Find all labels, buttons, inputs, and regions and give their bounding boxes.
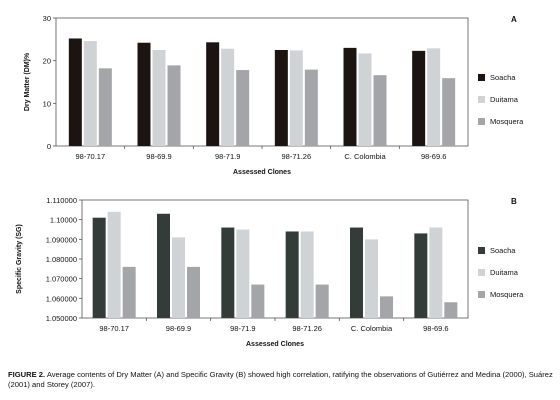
- chart-b-bar: [157, 213, 170, 318]
- chart-a-y-axis-label: Dry Matter (DM)%: [24, 52, 31, 111]
- chart-b-bar: [380, 296, 393, 318]
- chart-panel-a: 0 10 20 30 98-70.17 98-69.9 98-71.9 98-71.26 C. …: [0, 0, 560, 190]
- chart-b-legend-label: Soacha: [490, 246, 516, 255]
- chart-b-plot-frame: [81, 199, 469, 319]
- chart-b-bar: [285, 231, 299, 318]
- chart-a-y-tick-label: 30: [43, 14, 51, 23]
- chart-b-bar: [414, 233, 428, 318]
- chart-b-y-tick-label: 1.10000: [50, 216, 77, 225]
- chart-a-bar: [427, 48, 441, 146]
- chart-b-bar: [172, 237, 185, 318]
- chart-a-bar: [137, 42, 151, 146]
- chart-a-bar: [304, 69, 318, 146]
- chart-b-bar: [300, 231, 314, 318]
- chart-b-bar: [107, 211, 121, 318]
- chart-b-bar: [365, 239, 378, 318]
- chart-b-bar: [429, 227, 443, 318]
- caption-label: FIGURE 2.: [8, 370, 46, 379]
- chart-a-bar: [412, 50, 426, 146]
- chart-a-bar: [289, 50, 303, 146]
- chart-a-bar: [206, 42, 220, 146]
- chart-b-bar: [251, 284, 265, 318]
- chart-a-legend-label: Soacha: [490, 73, 516, 82]
- chart-b-y-tick-label: 1.090000: [46, 235, 77, 244]
- chart-a-bar: [236, 70, 250, 146]
- chart-b-y-tick-label: 1.070000: [46, 275, 77, 284]
- chart-b-x-tick-label: 98-71.9: [230, 324, 255, 333]
- chart-a-y-tick-label: 20: [43, 57, 51, 66]
- chart-a-bar: [83, 41, 97, 146]
- chart-a-legend-swatch: [478, 74, 485, 81]
- chart-a-plot-frame: [55, 17, 469, 147]
- chart-b-legend-label: Duitama: [490, 268, 519, 277]
- chart-b-y-axis-label: Specific Gravity (SG): [16, 224, 23, 294]
- chart-a-legend-swatch: [478, 96, 485, 103]
- chart-a-x-tick-label: 98-69.6: [421, 152, 446, 161]
- chart-a-bar: [221, 48, 235, 146]
- chart-b-x-tick-label: 98-69.9: [166, 324, 191, 333]
- chart-b-legend-swatch: [478, 247, 485, 254]
- chart-a-bar: [358, 53, 372, 147]
- chart-b-y-tick-label: 1.110000: [46, 196, 77, 205]
- chart-b-legend-label: Mosquera: [490, 290, 524, 299]
- chart-b-x-tick-label: 98-69.6: [423, 324, 448, 333]
- chart-a-y-tick-label: 10: [43, 99, 51, 108]
- chart-b-x-axis-label: Assessed Clones: [246, 341, 304, 348]
- chart-b-bar: [122, 266, 136, 318]
- chart-b-bar: [444, 302, 458, 318]
- chart-b-panel-label: B: [511, 197, 517, 206]
- chart-a-x-axis-label: Assessed Clones: [233, 169, 291, 176]
- chart-b-legend-swatch: [478, 269, 485, 276]
- chart-a-bar: [343, 47, 357, 146]
- chart-b-y-tick-label: 1.050000: [46, 314, 77, 323]
- chart-b-y-tick-label: 1.060000: [46, 294, 77, 303]
- chart-b-bar: [315, 284, 329, 318]
- chart-panel-b: 1.050000 1.060000 1.070000 1.080000 1.090000…: [0, 190, 560, 362]
- chart-b-x-tick-label: 98-70.17: [99, 324, 129, 333]
- chart-a-x-tick-label: 98-69.9: [146, 152, 171, 161]
- chart-b-bar: [236, 229, 250, 318]
- chart-a-x-tick-label: 98-71.26: [282, 152, 312, 161]
- chart-b-bar: [221, 227, 235, 318]
- chart-b-svg: 1.050000 1.060000 1.070000 1.080000 1.090000…: [16, 196, 524, 348]
- chart-b-y-tick-label: 1.080000: [46, 255, 77, 264]
- chart-a-bar: [442, 78, 456, 146]
- chart-a-panel-label: A: [511, 15, 517, 24]
- chart-a-bar: [68, 38, 82, 147]
- chart-b-bar: [92, 217, 106, 318]
- figure-caption: FIGURE 2. Average contents of Dry Matter…: [8, 370, 553, 390]
- chart-b-x-tick-label: 98-71.26: [292, 324, 322, 333]
- chart-a-x-tick-label: C. Colombia: [344, 152, 386, 161]
- chart-a-bar: [274, 50, 288, 146]
- chart-a-svg: 0 10 20 30 98-70.17 98-69.9 98-71.9 98-71.26 C. …: [24, 14, 524, 176]
- chart-a-y-tick-label: 0: [47, 142, 51, 151]
- chart-b-x-tick-label: C. Colombia: [351, 324, 393, 333]
- chart-b-legend-swatch: [478, 291, 485, 298]
- chart-a-bar: [98, 68, 112, 146]
- chart-a-x-tick-label: 98-70.17: [76, 152, 106, 161]
- caption-text: Average contents of Dry Matter (A) and S…: [8, 370, 553, 389]
- chart-a-bar: [373, 75, 387, 146]
- chart-b-bar: [350, 227, 363, 318]
- chart-a-bar: [152, 50, 166, 146]
- chart-b-bar: [187, 266, 200, 318]
- chart-a-legend-swatch: [478, 118, 485, 125]
- chart-a-legend-label: Mosquera: [490, 117, 524, 126]
- chart-a-bar: [167, 65, 181, 146]
- chart-a-legend-label: Duitama: [490, 95, 519, 104]
- chart-a-x-tick-label: 98-71.9: [215, 152, 240, 161]
